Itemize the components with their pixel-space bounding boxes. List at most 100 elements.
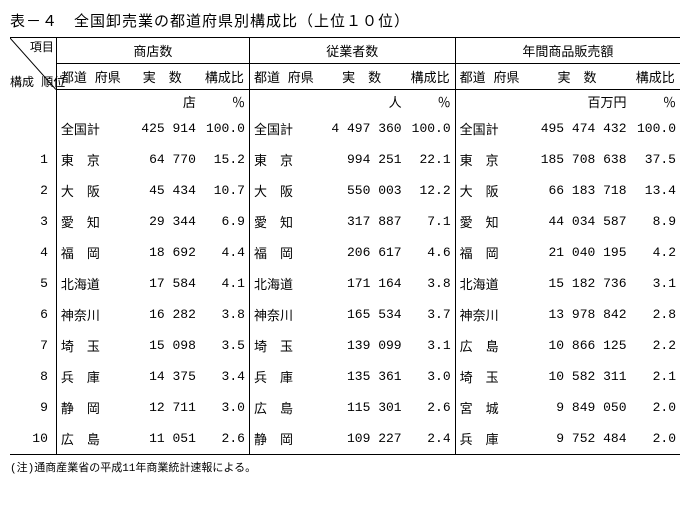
ratio-cell: 2.1 (631, 361, 680, 392)
subhdr-pref-0: 都道 府県 (56, 64, 124, 90)
value-cell: 139 099 (318, 330, 406, 361)
pref-cell: 福 岡 (455, 237, 523, 268)
pref-cell: 兵 庫 (56, 361, 124, 392)
table-note: (注)通商産業省の平成11年商業統計速報による。 (10, 459, 694, 475)
ratio-cell: 2.0 (631, 423, 680, 455)
value-cell: 10 866 125 (523, 330, 630, 361)
ratio-cell: 8.9 (631, 206, 680, 237)
value-cell: 317 887 (318, 206, 406, 237)
value-cell: 14 375 (125, 361, 200, 392)
rank-cell: 3 (10, 206, 56, 237)
ratio-cell: 4.6 (406, 237, 456, 268)
total-value-2: 495 474 432 (523, 113, 630, 144)
ratio-cell: 2.6 (406, 392, 456, 423)
total-pref-2: 全国計 (455, 113, 523, 144)
value-cell: 171 164 (318, 268, 406, 299)
ratio-cell: 3.8 (200, 299, 250, 330)
unit-ratio-1: ％ (406, 90, 456, 114)
value-cell: 165 534 (318, 299, 406, 330)
subhdr-pref-1: 都道 府県 (249, 64, 317, 90)
pref-cell: 埼 玉 (56, 330, 124, 361)
ratio-cell: 37.5 (631, 144, 680, 175)
group-header-1: 従業者数 (249, 38, 455, 64)
value-cell: 29 344 (125, 206, 200, 237)
value-cell: 115 301 (318, 392, 406, 423)
pref-cell: 福 岡 (249, 237, 317, 268)
group-header-2: 年間商品販売額 (455, 38, 680, 64)
ratio-cell: 4.2 (631, 237, 680, 268)
table-row: 10広 島11 0512.6静 岡109 2272.4兵 庫9 752 4842… (10, 423, 680, 455)
subhdr-ratio-1: 構成比 (406, 64, 456, 90)
data-table: 項目 構成 順位 商店数 従業者数 年間商品販売額 都道 府県 実 数 構成比 … (10, 37, 680, 455)
subhdr-ratio-2: 構成比 (631, 64, 680, 90)
pref-cell: 大 阪 (56, 175, 124, 206)
rank-cell: 7 (10, 330, 56, 361)
ratio-cell: 2.2 (631, 330, 680, 361)
pref-cell: 広 島 (56, 423, 124, 455)
value-cell: 66 183 718 (523, 175, 630, 206)
ratio-cell: 4.4 (200, 237, 250, 268)
unit-value-0: 店 (125, 90, 200, 114)
value-cell: 15 098 (125, 330, 200, 361)
ratio-cell: 3.5 (200, 330, 250, 361)
subhdr-value-1: 実 数 (318, 64, 406, 90)
table-row: 7埼 玉15 0983.5埼 玉139 0993.1広 島10 866 1252… (10, 330, 680, 361)
rank-cell: 5 (10, 268, 56, 299)
ratio-cell: 10.7 (200, 175, 250, 206)
total-ratio-1: 100.0 (406, 113, 456, 144)
pref-cell: 埼 玉 (249, 330, 317, 361)
value-cell: 11 051 (125, 423, 200, 455)
value-cell: 9 849 050 (523, 392, 630, 423)
pref-cell: 神奈川 (249, 299, 317, 330)
rank-cell: 4 (10, 237, 56, 268)
pref-cell: 大 阪 (455, 175, 523, 206)
pref-cell: 北海道 (249, 268, 317, 299)
unit-ratio-0: ％ (200, 90, 250, 114)
rank-cell: 8 (10, 361, 56, 392)
ratio-cell: 2.6 (200, 423, 250, 455)
pref-cell: 兵 庫 (455, 423, 523, 455)
value-cell: 994 251 (318, 144, 406, 175)
total-ratio-0: 100.0 (200, 113, 250, 144)
value-cell: 44 034 587 (523, 206, 630, 237)
pref-cell: 愛 知 (249, 206, 317, 237)
subhdr-pref-2: 都道 府県 (455, 64, 523, 90)
total-row: 全国計425 914100.0全国計4 497 360100.0全国計495 4… (10, 113, 680, 144)
total-value-0: 425 914 (125, 113, 200, 144)
group-header-0: 商店数 (56, 38, 249, 64)
ratio-cell: 7.1 (406, 206, 456, 237)
unit-value-1: 人 (318, 90, 406, 114)
value-cell: 64 770 (125, 144, 200, 175)
value-cell: 10 582 311 (523, 361, 630, 392)
pref-cell: 広 島 (455, 330, 523, 361)
pref-cell: 福 岡 (56, 237, 124, 268)
value-cell: 18 692 (125, 237, 200, 268)
rank-cell: 6 (10, 299, 56, 330)
pref-cell: 神奈川 (56, 299, 124, 330)
corner-bottom-label: 構成 順位 (10, 73, 65, 90)
table-row: 8兵 庫14 3753.4兵 庫135 3613.0埼 玉10 582 3112… (10, 361, 680, 392)
ratio-cell: 6.9 (200, 206, 250, 237)
pref-cell: 静 岡 (249, 423, 317, 455)
value-cell: 135 361 (318, 361, 406, 392)
pref-cell: 静 岡 (56, 392, 124, 423)
ratio-cell: 2.0 (631, 392, 680, 423)
pref-cell: 北海道 (455, 268, 523, 299)
subhdr-value-2: 実 数 (523, 64, 630, 90)
value-cell: 9 752 484 (523, 423, 630, 455)
subhdr-value-0: 実 数 (125, 64, 200, 90)
pref-cell: 大 阪 (249, 175, 317, 206)
ratio-cell: 2.8 (631, 299, 680, 330)
value-cell: 550 003 (318, 175, 406, 206)
pref-cell: 兵 庫 (249, 361, 317, 392)
table-row: 9静 岡12 7113.0広 島115 3012.6宮 城9 849 0502.… (10, 392, 680, 423)
pref-cell: 愛 知 (455, 206, 523, 237)
value-cell: 109 227 (318, 423, 406, 455)
corner-top-label: 項目 (30, 38, 54, 55)
ratio-cell: 3.1 (406, 330, 456, 361)
ratio-cell: 4.1 (200, 268, 250, 299)
pref-cell: 愛 知 (56, 206, 124, 237)
ratio-cell: 3.7 (406, 299, 456, 330)
pref-cell: 東 京 (249, 144, 317, 175)
pref-cell: 埼 玉 (455, 361, 523, 392)
